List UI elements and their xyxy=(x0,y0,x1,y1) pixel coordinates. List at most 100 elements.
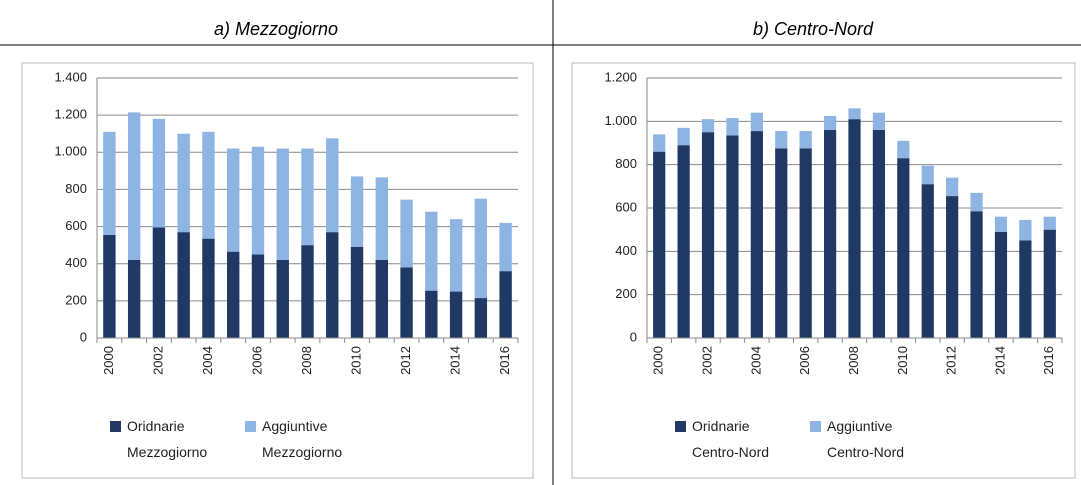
legend-label: Oridnarie Centro-Nord xyxy=(692,418,770,460)
x-tick-label: 2012 xyxy=(398,346,413,375)
bar-segment xyxy=(276,260,289,338)
x-tick-label: 2010 xyxy=(348,346,363,375)
bar-segment xyxy=(326,138,339,233)
bar-segment xyxy=(970,211,983,338)
bar-segment xyxy=(897,158,910,338)
bar-segment xyxy=(425,211,438,291)
bar-segment xyxy=(775,131,788,149)
bar-segment xyxy=(251,254,265,338)
bar-segment xyxy=(326,232,339,338)
bar-segment xyxy=(375,260,388,338)
bar-segment xyxy=(375,177,388,260)
y-tick-label: 800 xyxy=(615,156,637,171)
bar-segment xyxy=(799,131,812,149)
bar-segment xyxy=(177,232,190,338)
bar-segment xyxy=(848,108,861,120)
y-tick-label: 1.000 xyxy=(604,113,637,128)
y-tick-label: 600 xyxy=(65,218,87,233)
bar-segment xyxy=(350,176,364,247)
chart-title: b) Centro-Nord xyxy=(753,19,874,39)
bar-segment xyxy=(653,151,666,338)
bar-segment xyxy=(1019,240,1032,338)
chart-frame xyxy=(571,62,1076,479)
bar-segment xyxy=(227,148,240,252)
y-tick-label: 200 xyxy=(615,286,637,301)
bar-segment xyxy=(799,148,812,338)
x-tick-label: 2002 xyxy=(699,346,714,375)
bar-segment xyxy=(897,140,910,159)
bar-segment xyxy=(921,165,934,185)
x-tick-label: 2016 xyxy=(1041,346,1056,375)
bar-segment xyxy=(872,112,886,130)
x-tick-label: 2004 xyxy=(748,346,763,375)
y-tick-label: 0 xyxy=(80,329,87,344)
bar-segment xyxy=(202,238,215,338)
bar-segment xyxy=(251,146,265,255)
x-tick-label: 2008 xyxy=(299,346,314,375)
x-tick-label: 2004 xyxy=(200,346,215,375)
bar-segment xyxy=(449,219,463,292)
bar-segment xyxy=(474,298,488,338)
bar-segment xyxy=(775,148,788,338)
legend-label: Aggiuntive Centro-Nord xyxy=(827,418,905,460)
bar-segment xyxy=(276,148,289,260)
bar-segment xyxy=(301,245,314,338)
bar-segment xyxy=(227,251,240,338)
x-tick-label: 2014 xyxy=(992,346,1007,375)
bar-segment xyxy=(823,130,837,338)
bar-segment xyxy=(994,231,1008,338)
y-tick-label: 0 xyxy=(630,329,637,344)
bar-segment xyxy=(177,133,190,233)
x-tick-label: 2000 xyxy=(101,346,116,375)
bar-segment xyxy=(499,222,512,272)
bar-segment xyxy=(946,196,959,338)
y-tick-label: 1.000 xyxy=(54,144,87,159)
bar-segment xyxy=(750,131,763,338)
bar-segment xyxy=(726,135,739,338)
x-tick-label: 2012 xyxy=(944,346,959,375)
y-tick-label: 200 xyxy=(65,292,87,307)
legend-swatch xyxy=(810,421,821,432)
y-tick-label: 1.400 xyxy=(54,69,87,84)
chart-title: a) Mezzogiorno xyxy=(214,19,338,39)
bar-segment xyxy=(994,216,1008,232)
x-tick-label: 2006 xyxy=(797,346,812,375)
y-tick-label: 1.200 xyxy=(54,107,87,122)
bar-segment xyxy=(653,134,666,152)
x-tick-label: 2014 xyxy=(448,346,463,375)
bar-segment xyxy=(1019,219,1032,241)
legend-swatch xyxy=(245,421,256,432)
legend-swatch xyxy=(110,421,121,432)
bar-segment xyxy=(301,148,314,246)
x-tick-label: 2016 xyxy=(497,346,512,375)
bar-segment xyxy=(449,291,463,338)
bar-segment xyxy=(823,115,837,130)
y-tick-label: 600 xyxy=(615,199,637,214)
x-tick-label: 2000 xyxy=(651,346,666,375)
bar-segment xyxy=(1043,229,1056,338)
bar-segment xyxy=(127,260,141,338)
bar-segment xyxy=(350,247,364,338)
bar-segment xyxy=(152,118,166,228)
bar-segment xyxy=(499,271,512,338)
bar-segment xyxy=(921,184,934,338)
bar-segment xyxy=(400,267,413,338)
legend-label: Oridnarie Mezzogiorno xyxy=(127,418,208,460)
chart-frame xyxy=(21,62,534,479)
bar-segment xyxy=(872,130,886,338)
bar-segment xyxy=(946,177,959,197)
bar-segment xyxy=(103,131,116,235)
bar-segment xyxy=(677,145,690,338)
bar-segment xyxy=(103,234,116,338)
bar-segment xyxy=(127,112,141,260)
legend-label: Aggiuntive Mezzogiorno xyxy=(262,418,343,460)
y-tick-label: 1.200 xyxy=(604,69,637,84)
x-tick-label: 2010 xyxy=(895,346,910,375)
y-tick-label: 800 xyxy=(65,181,87,196)
x-tick-label: 2006 xyxy=(249,346,264,375)
bar-segment xyxy=(400,199,413,268)
bar-segment xyxy=(970,192,983,212)
bar-segment xyxy=(848,119,861,339)
